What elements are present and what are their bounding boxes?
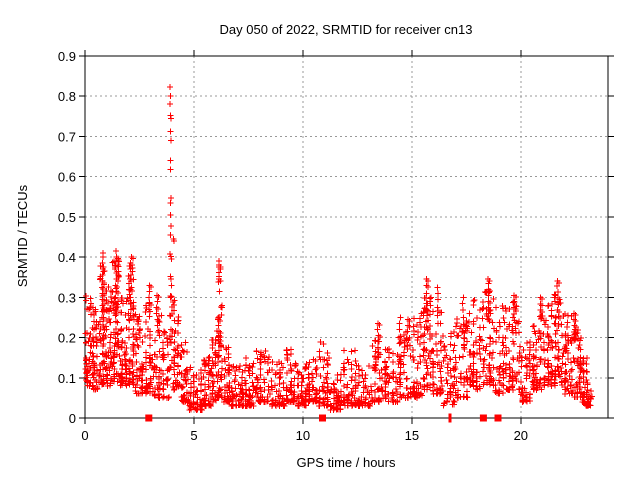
y-tick-label: 0.2 [58,331,76,346]
y-tick-label: 0 [69,411,76,426]
x-axis-tick-labels: 0 5 10 15 20 [81,428,528,443]
y-tick-label: 0.6 [58,170,76,185]
x-tick-label: 15 [405,428,419,443]
axis-square-marker [479,414,487,422]
axis-zero-markers [145,413,502,423]
y-tick-label: 0.3 [58,290,76,305]
y-tick-label: 0.9 [58,49,76,64]
y-axis-label: SRMTID / TECUs [15,184,30,287]
axis-square-marker [494,414,502,422]
axis-square-marker [145,414,153,422]
y-tick-label: 0.1 [58,371,76,386]
x-axis-label: GPS time / hours [297,455,396,470]
chart-title: Day 050 of 2022, SRMTID for receiver cn1… [220,22,473,37]
y-axis-tick-labels: 0 0.1 0.2 0.3 0.4 0.5 0.6 0.7 0.8 0.9 [58,49,76,426]
y-tick-label: 0.5 [58,210,76,225]
grid-lines [85,56,608,418]
plot-border [84,55,609,419]
y-tick-label: 0.4 [58,250,76,265]
x-tick-label: 20 [514,428,528,443]
y-tick-label: 0.7 [58,129,76,144]
x-tick-label: 0 [81,428,88,443]
x-tick-label: 10 [296,428,310,443]
axis-tick-marks [79,50,614,424]
data-points [82,84,596,413]
axis-bar-marker [448,413,452,423]
y-tick-label: 0.8 [58,89,76,104]
x-tick-label: 5 [190,428,197,443]
axis-square-marker [319,414,326,422]
